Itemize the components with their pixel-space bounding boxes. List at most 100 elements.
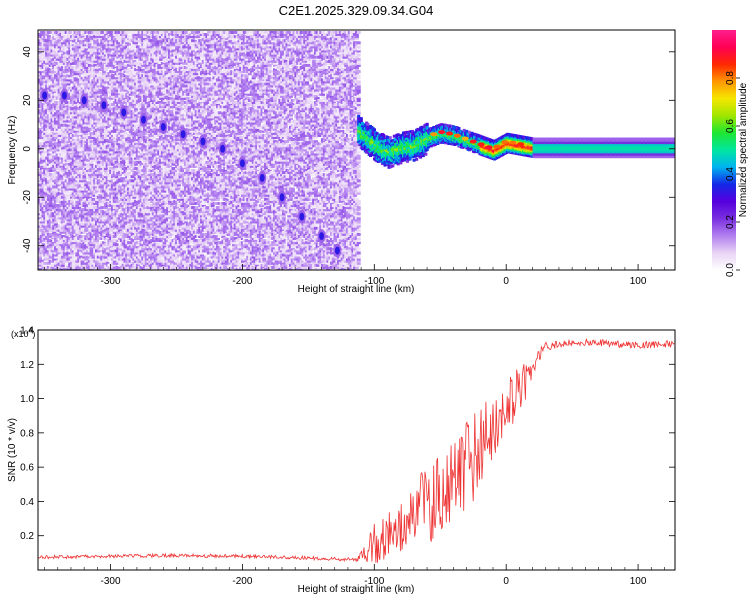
spectrogram-cell: [103, 92, 108, 96]
spectrogram-cell: [80, 199, 85, 203]
spectrogram-cell: [132, 90, 137, 94]
spectrogram-cell: [59, 99, 64, 102]
spectrogram-cell: [77, 164, 82, 168]
spectrogram-cell: [132, 228, 137, 232]
spectrogram-cell: [119, 214, 124, 218]
spectrogram-cell: [68, 31, 73, 34]
spectrogram-cell: [77, 59, 82, 63]
spectrogram-cell: [111, 55, 115, 59]
spectrogram-cell: [39, 189, 44, 193]
spectrogram-cell: [112, 216, 117, 220]
spectrogram-cell: [103, 228, 108, 232]
spectrogram-cell: [135, 177, 140, 181]
spectrogram-cell: [79, 169, 83, 172]
spectrogram-cell: [38, 47, 42, 51]
spectrogram-cell: [127, 109, 131, 113]
spectrogram-cell: [80, 245, 85, 249]
spectrogram-cell: [80, 51, 85, 55]
spectrogram-cell: [57, 39, 62, 43]
spectrogram-cell: [75, 224, 80, 228]
spectrogram-cell: [121, 241, 126, 245]
spectrogram-cell: [52, 37, 57, 41]
spectrogram-cell: [95, 86, 99, 90]
spectrogram-cell: [39, 199, 44, 203]
spectrogram-cell: [103, 152, 108, 156]
spectrogram-cell: [119, 222, 124, 226]
spectrogram-cell: [55, 245, 60, 249]
spectrogram-cell: [135, 150, 140, 154]
spectrogram-cell: [107, 208, 112, 212]
spectrogram-cell: [135, 72, 140, 76]
spectrogram-cell: [100, 185, 105, 189]
spectrogram-cell: [91, 218, 96, 222]
spectrogram-cell: [75, 199, 80, 203]
spectrogram-cell: [52, 82, 57, 86]
spectrogram-cell: [46, 35, 51, 39]
spectrogram-cell: [45, 33, 50, 36]
spectrogram-cell: [134, 239, 139, 243]
spectrogram-cell: [82, 39, 87, 43]
spectrogram-cell: [73, 226, 78, 230]
spectrogram-cell: [66, 228, 71, 232]
spectrogram-cell: [105, 125, 110, 129]
spectrogram-cell: [70, 59, 74, 63]
spectrogram-cell: [38, 216, 42, 220]
spectrogram-cell: [48, 208, 53, 212]
spectrogram-cell: [116, 86, 121, 90]
spectrogram-cell: [93, 51, 98, 55]
spectrogram-cell: [89, 84, 94, 88]
spectrogram-cell: [62, 185, 67, 189]
spectrogram-cell: [111, 146, 115, 150]
spectrogram-cell: [61, 154, 66, 158]
spectrogram-cell: [71, 41, 76, 45]
spectrogram-cell: [93, 63, 98, 67]
spectrogram-cell: [118, 35, 123, 39]
spectrogram-cell: [112, 61, 117, 65]
spectrogram-cell: [96, 263, 101, 267]
spectrogram-cell: [70, 74, 74, 78]
spectrogram-cell: [95, 66, 99, 69]
spectrogram-cell: [52, 33, 57, 36]
spectrogram-cell: [48, 247, 53, 251]
spectrogram-cell: [71, 235, 76, 238]
spectrogram-cell: [66, 70, 71, 74]
spectrogram-cell: [114, 243, 119, 247]
spectrogram-cell: [86, 88, 91, 92]
spectrogram-cell: [127, 43, 131, 47]
spectrogram-cell: [114, 146, 119, 150]
spectrogram-cell: [107, 76, 112, 80]
spectrogram-cell: [116, 142, 121, 146]
spectrogram-cell: [118, 90, 123, 94]
spectrogram-cell: [125, 156, 130, 160]
spectrogram-cell: [135, 138, 140, 142]
spectrogram-cell: [98, 99, 103, 102]
spectrogram-cell: [45, 230, 50, 234]
spectrogram-cell: [128, 84, 133, 88]
spectrogram-cell: [46, 53, 51, 57]
spectrogram-cell: [87, 177, 92, 181]
spectrogram-cell: [130, 187, 135, 191]
spectrogram-cell: [79, 57, 83, 61]
spectrogram-cell: [100, 169, 105, 172]
spectrogram-cell: [48, 251, 53, 255]
spectrogram-cell: [73, 129, 78, 133]
spectrogram-cell: [112, 33, 117, 36]
spectrogram-cell: [105, 251, 110, 255]
spectrogram-cell: [68, 218, 73, 222]
spectrogram-cell: [68, 173, 73, 177]
spectrogram-cell: [71, 179, 76, 183]
spectrogram-cell: [50, 175, 55, 179]
spectrogram-cell: [68, 259, 73, 263]
spectrogram-cell: [130, 199, 135, 203]
spectrogram-cell: [38, 226, 42, 230]
spectrogram-cell: [123, 232, 128, 236]
spectrogram-cell: [82, 113, 87, 117]
spectrogram-cell: [59, 63, 64, 67]
spectrogram-cell: [79, 113, 83, 117]
spectrogram-cell: [48, 80, 53, 84]
spectrogram-cell: [82, 267, 87, 270]
spectrogram-cell: [62, 257, 67, 261]
spectrogram-cell: [121, 224, 126, 228]
spectrogram-cell: [127, 136, 131, 140]
spectrogram-cell: [125, 226, 130, 230]
